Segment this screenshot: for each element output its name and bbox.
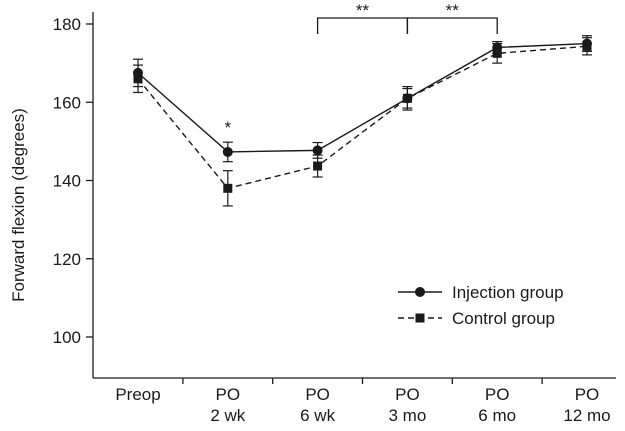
data-point — [582, 41, 592, 51]
y-axis-label: Forward flexion (degrees) — [9, 108, 28, 302]
legend-label: Injection group — [452, 283, 564, 302]
data-point — [222, 146, 233, 157]
legend: Injection group Control group — [398, 283, 564, 328]
y-tick-label: 160 — [53, 93, 81, 112]
x-tick-label: PO — [485, 385, 510, 404]
legend-marker — [415, 313, 425, 323]
x-tick-label: PO — [216, 385, 241, 404]
series-injection-group — [133, 35, 592, 163]
x-tick-label: Preop — [115, 385, 160, 404]
significance-label: ** — [356, 1, 370, 20]
legend-marker — [415, 287, 425, 297]
x-tick-label: 6 wk — [300, 406, 335, 425]
x-tick-label: 2 wk — [210, 406, 245, 425]
x-tick-label: 3 mo — [389, 406, 427, 425]
data-point — [223, 183, 233, 193]
y-tick-label: 100 — [53, 328, 81, 347]
legend-label: Control group — [452, 309, 555, 328]
y-tick-label: 140 — [53, 172, 81, 191]
significance-brackets: *** ** — [224, 1, 498, 137]
data-point — [492, 48, 502, 58]
y-tick-label: 120 — [53, 250, 81, 269]
significance-bracket — [316, 17, 409, 34]
significance-label: ** — [446, 1, 460, 20]
axes: 100 120 140 160 180 Preop PO 2 wk PO 6 wk PO 3 mo PO… — [53, 12, 616, 425]
x-tick-label: PO — [305, 385, 330, 404]
x-tick-label: 12 mo — [563, 406, 610, 425]
legend-item: Injection group — [398, 283, 564, 302]
x-tick-label: 6 mo — [478, 406, 516, 425]
significance-bracket — [406, 17, 498, 34]
legend-item: Control group — [398, 309, 555, 328]
significance-star: * — [224, 118, 231, 137]
series-line — [137, 42, 588, 153]
data-point — [313, 161, 323, 171]
x-tick-label: PO — [395, 385, 420, 404]
data-series — [133, 35, 592, 207]
data-point — [133, 74, 143, 84]
series-line — [137, 45, 588, 190]
series-control-group — [133, 37, 592, 207]
data-point — [402, 93, 412, 103]
x-tick-label: PO — [575, 385, 600, 404]
y-tick-label: 180 — [53, 15, 81, 34]
data-point — [312, 145, 323, 156]
